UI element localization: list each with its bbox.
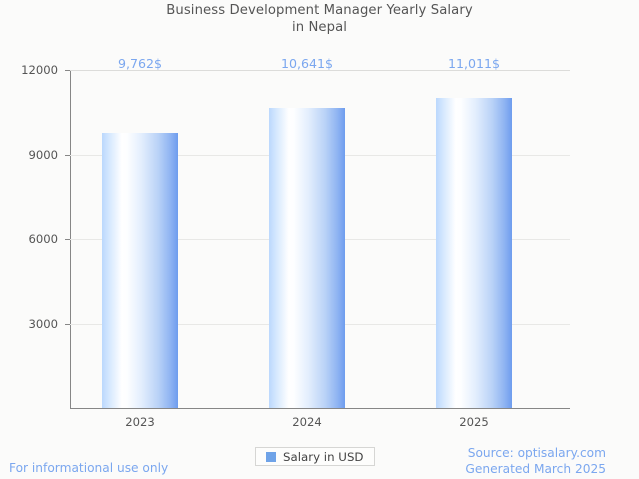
y-axis-tick-label: 12000 bbox=[21, 63, 58, 77]
legend-swatch-icon bbox=[266, 451, 276, 462]
x-axis-tick-label: 2024 bbox=[292, 415, 322, 429]
y-axis-tick-label: 6000 bbox=[28, 232, 58, 246]
x-axis-line bbox=[70, 408, 570, 409]
bar-2025[interactable] bbox=[436, 98, 512, 408]
bar-value-label: 9,762$ bbox=[117, 56, 163, 71]
footer-disclaimer: For informational use only bbox=[9, 461, 169, 475]
x-axis-tick-label: 2023 bbox=[125, 415, 155, 429]
y-axis-tick bbox=[65, 70, 70, 71]
y-axis-tick-label: 9000 bbox=[28, 148, 58, 162]
y-axis-tick-label: 3000 bbox=[28, 317, 58, 331]
bar-2023[interactable] bbox=[102, 133, 178, 408]
y-axis-tick bbox=[65, 324, 70, 325]
y-axis-tick bbox=[65, 155, 70, 156]
plot-area bbox=[70, 70, 570, 408]
x-axis-tick-label: 2025 bbox=[459, 415, 489, 429]
footer-source: Source: optisalary.com Generated March 2… bbox=[465, 446, 606, 476]
chart-title: Business Development Manager Yearly Sala… bbox=[166, 3, 473, 35]
bar-value-label: 10,641$ bbox=[280, 56, 334, 71]
chart-legend[interactable]: Salary in USD bbox=[255, 447, 375, 466]
bar-value-label: 11,011$ bbox=[447, 56, 501, 71]
legend-item-label: Salary in USD bbox=[283, 449, 364, 464]
gridline bbox=[70, 70, 570, 71]
y-axis-tick bbox=[65, 239, 70, 240]
bar-2024[interactable] bbox=[269, 108, 345, 408]
